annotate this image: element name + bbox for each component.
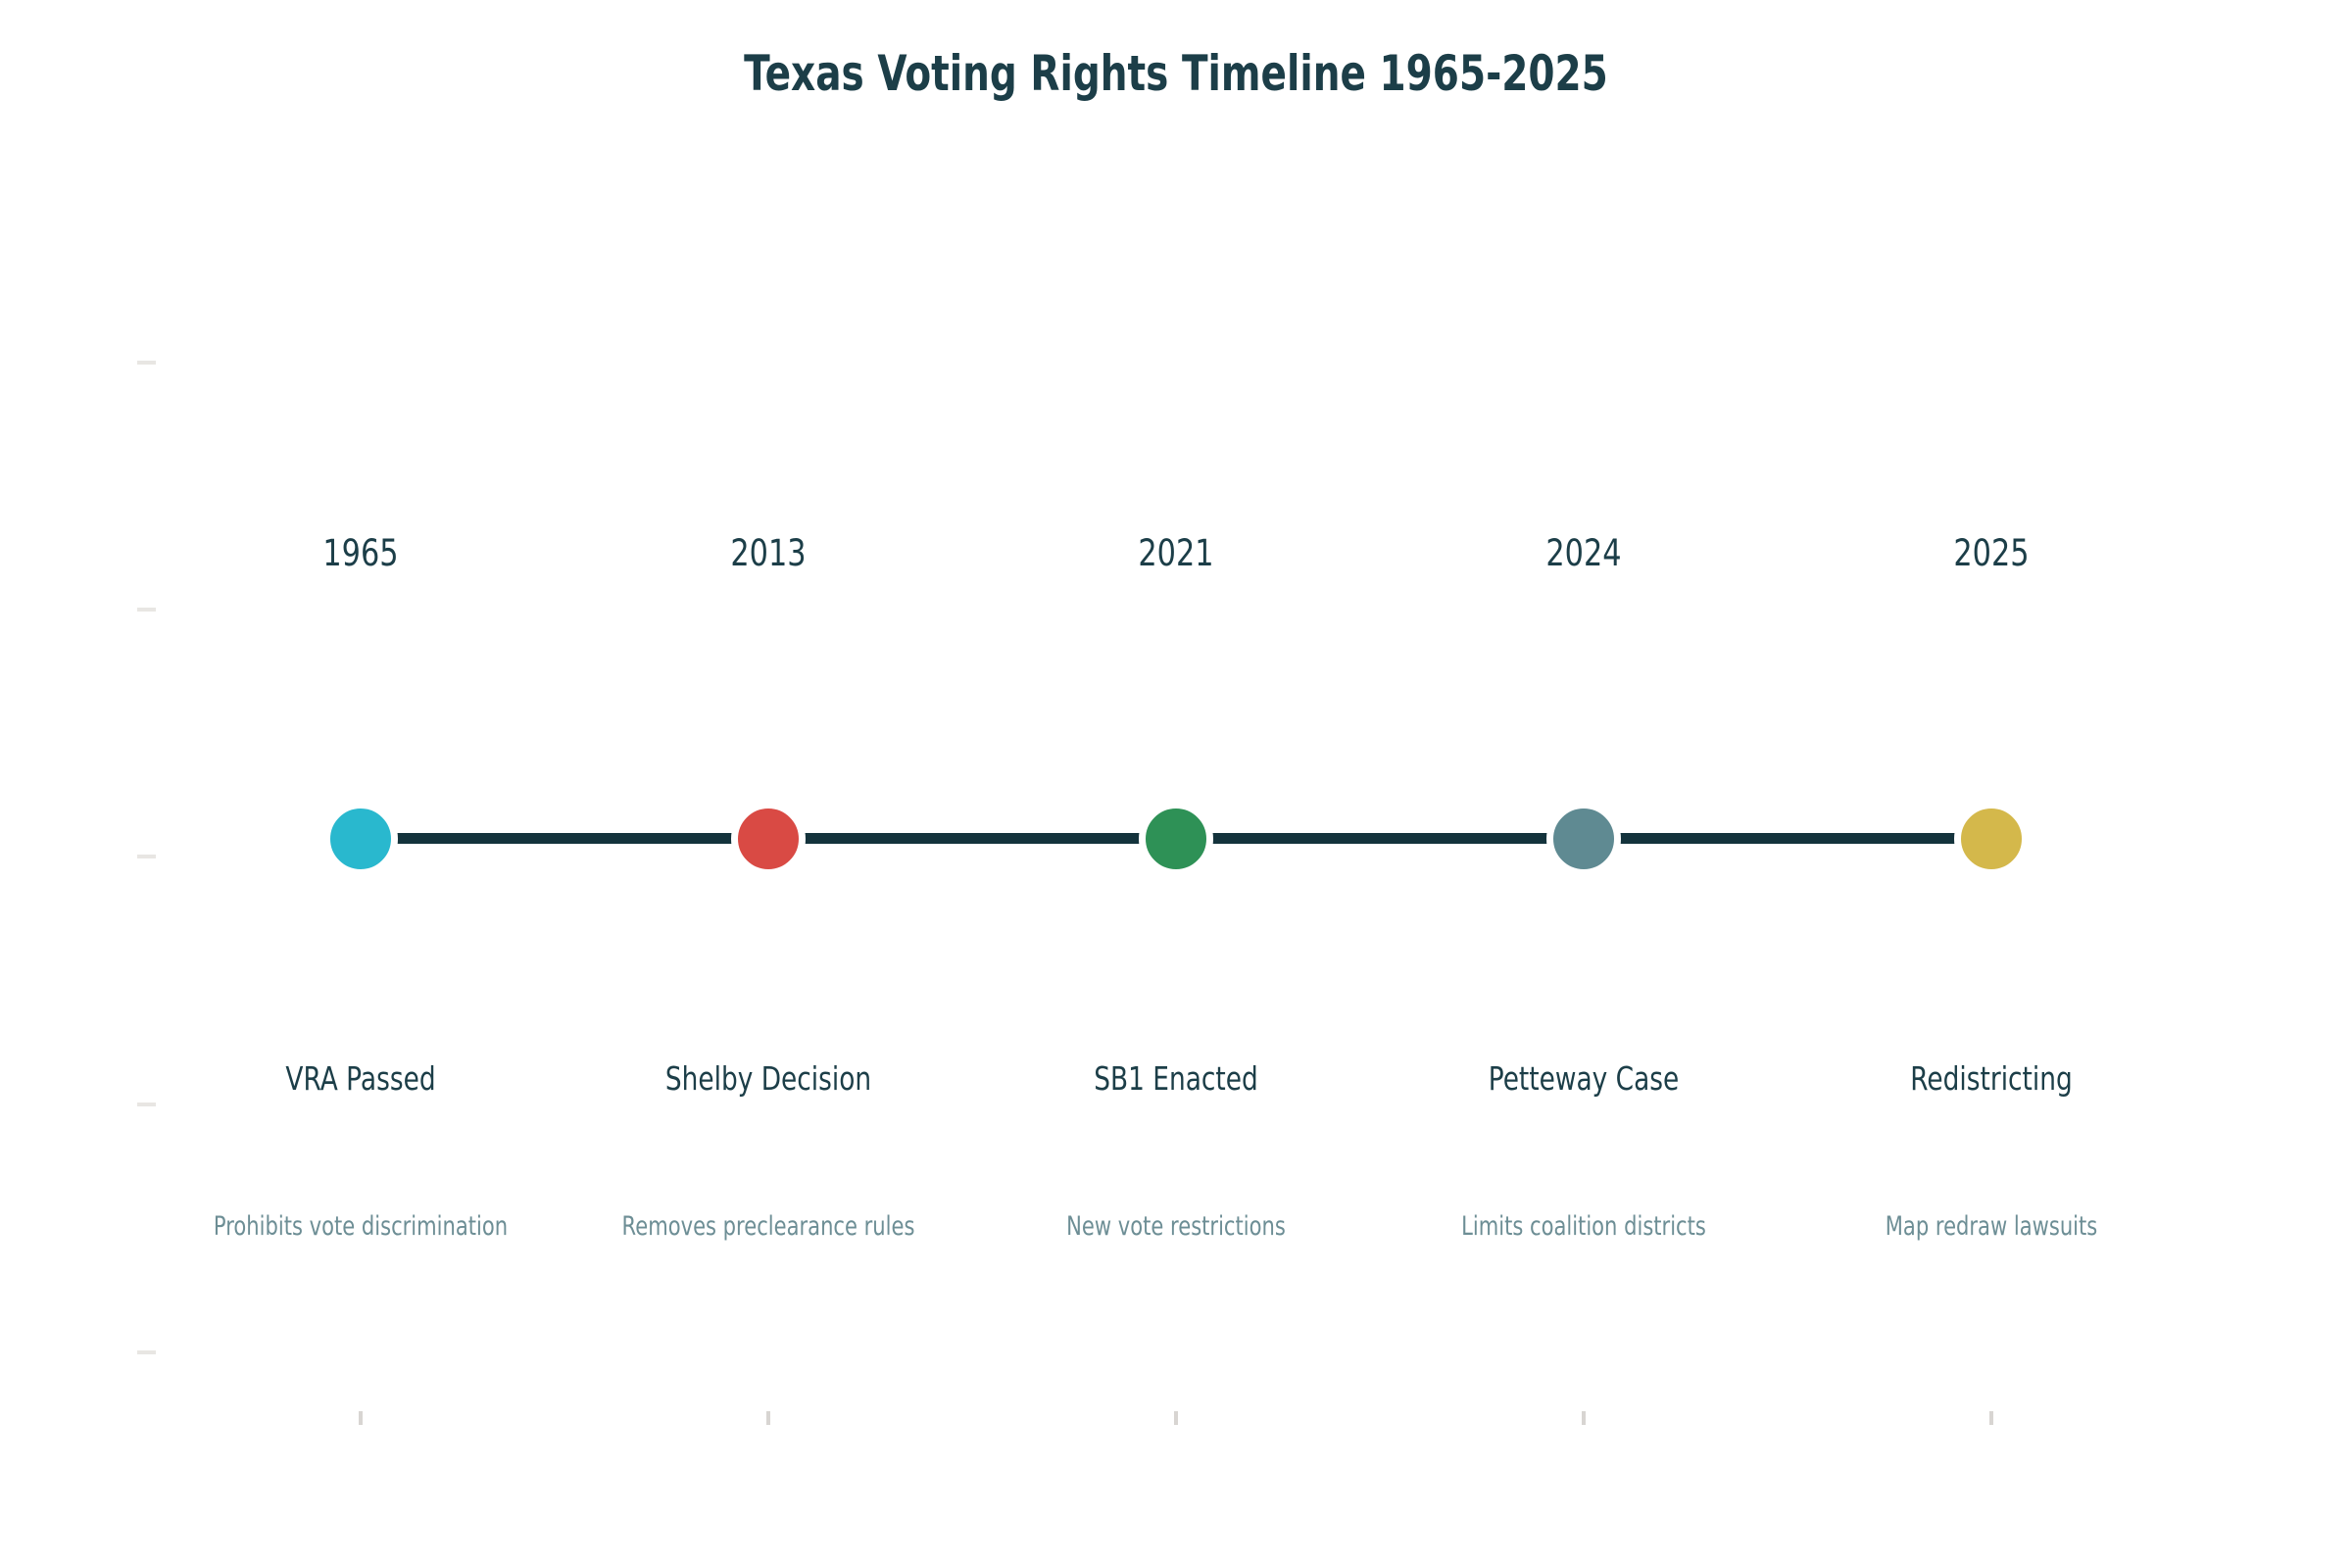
timeline-event-1965: 1965 VRA Passed Prohibits vote discrimin… <box>157 0 564 1568</box>
event-year: 2024 <box>1545 532 1622 574</box>
event-description: Prohibits vote discrimination <box>213 1211 509 1242</box>
y-axis-tick <box>137 1350 156 1354</box>
y-axis-tick <box>137 855 156 858</box>
event-label: Petteway Case <box>1488 1059 1680 1098</box>
timeline-event-2025: 2025 Redistricting Map redraw lawsuits <box>1788 0 2195 1568</box>
x-axis-tick <box>1582 1411 1586 1425</box>
y-axis-tick <box>137 1102 156 1106</box>
event-label: Redistricting <box>1910 1059 2073 1098</box>
event-description: Removes preclearance rules <box>621 1211 915 1242</box>
event-description: Map redraw lawsuits <box>1885 1211 2098 1242</box>
event-marker-dot <box>731 802 806 876</box>
timeline-event-2024: 2024 Petteway Case Limits coalition dist… <box>1380 0 1788 1568</box>
event-description: New vote restrictions <box>1066 1211 1286 1242</box>
x-axis-tick <box>359 1411 363 1425</box>
event-marker-dot <box>323 802 398 876</box>
event-year: 2025 <box>1953 532 2030 574</box>
event-year: 2013 <box>730 532 807 574</box>
event-description: Limits coalition districts <box>1461 1211 1706 1242</box>
x-axis-tick <box>1174 1411 1178 1425</box>
event-label: VRA Passed <box>285 1059 436 1098</box>
event-marker-dot <box>1546 802 1621 876</box>
y-axis-tick <box>137 608 156 612</box>
chart-title: Texas Voting Rights Timeline 1965-2025 <box>744 45 1608 102</box>
timeline-event-2013: 2013 Shelby Decision Removes preclearanc… <box>564 0 972 1568</box>
x-axis-tick <box>766 1411 770 1425</box>
event-marker-dot <box>1139 802 1213 876</box>
event-year: 2021 <box>1138 532 1214 574</box>
event-label: SB1 Enacted <box>1094 1059 1258 1098</box>
x-axis-tick <box>1989 1411 1993 1425</box>
event-year: 1965 <box>322 532 399 574</box>
timeline-event-2021: 2021 SB1 Enacted New vote restrictions <box>972 0 1380 1568</box>
y-axis-tick <box>137 361 156 365</box>
event-marker-dot <box>1954 802 2029 876</box>
event-label: Shelby Decision <box>664 1059 872 1098</box>
